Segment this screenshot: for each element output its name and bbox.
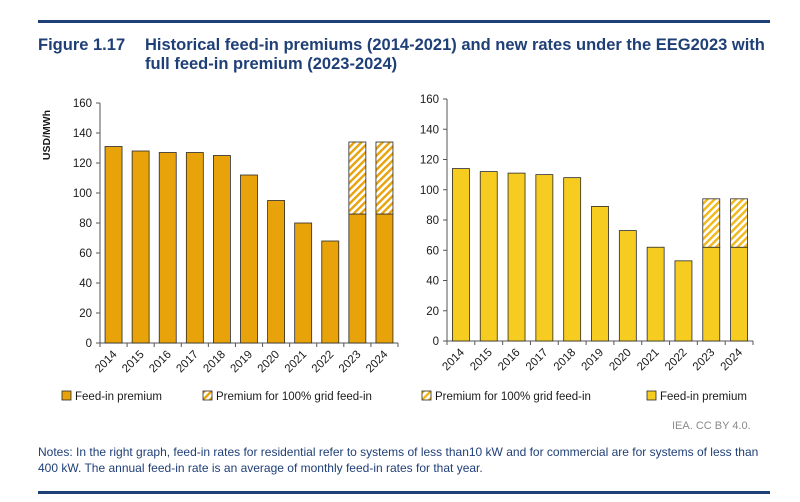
left-x-tick-label: 2022 [310,349,337,376]
figure-notes: Notes: In the right graph, feed-in rates… [38,445,759,475]
right-x-tick-label: 2023 [691,347,718,374]
right-y-tick-label: 140 [420,124,439,136]
right-y-tick-label: 160 [420,94,439,106]
left-x-tick-label: 2019 [229,349,256,376]
left-bar-feed-in-premium [267,200,285,344]
left-y-tick-label: 80 [79,218,92,230]
right-legend-swatch [421,390,432,401]
left-x-tick-label: 2021 [283,349,310,376]
right-bar-feed-in-premium [563,177,582,342]
top-rule [38,20,770,23]
right-y-tick-label: 120 [420,155,439,167]
right-x-tick-label: 2021 [635,347,662,374]
right-x-tick-label: 2020 [607,347,634,374]
left-bar-feed-in-premium [348,213,367,344]
right-bar-feed-in-premium [646,246,665,342]
right-legend-swatch [646,390,657,401]
right-y-tick-label: 0 [433,336,439,348]
right-bar-feed-in-premium [702,246,721,342]
right-bar-feed-in-premium [591,205,609,342]
left-bar-feed-in-premium [240,174,258,344]
right-bar-feed-in-premium [674,260,693,342]
left-x-tick-label: 2017 [174,349,201,376]
right-bar-feed-in-premium [452,168,470,342]
left-bar-feed-in-premium [321,240,340,344]
left-x-tick-label: 2024 [364,348,391,375]
left-bar-grid-feed-in-premium [375,141,394,215]
left-x-tick-label: 2020 [256,349,283,376]
left-bar-feed-in-premium [131,150,150,344]
left-legend-label: Premium for 100% grid feed-in [216,391,372,403]
right-x-tick-label: 2022 [663,347,690,374]
right-x-tick-label: 2018 [552,347,579,374]
left-bar-feed-in-premium [294,222,313,344]
left-bar-feed-in-premium [104,146,123,344]
right-x-tick-label: 2014 [440,346,467,373]
left-legend-swatch [202,390,213,401]
left-y-tick-label: 20 [79,308,92,320]
figure-number: Figure 1.17 [38,36,126,54]
right-bar-feed-in-premium [618,230,637,342]
right-y-tick-label: 100 [420,185,439,197]
right-bar-feed-in-premium [535,174,554,342]
left-x-tick-label: 2023 [337,349,364,376]
left-chart: 0 20 40 60 80 100 120 140 160 USD/MWh 2014 2015 2016… [41,98,399,403]
bottom-rule [38,491,770,494]
left-x-tick-label: 2018 [201,349,228,376]
figure-title-text: Historical feed-in premiums (2014-2021) … [145,36,765,73]
right-bar-feed-in-premium [479,171,498,342]
right-x-tick-label: 2019 [580,347,607,374]
left-x-tick-label: 2014 [93,348,120,375]
left-bar-grid-feed-in-premium [348,141,367,215]
left-x-tick-label: 2015 [120,349,147,376]
left-legend-label: Feed-in premium [75,391,162,403]
left-x-tick-label: 2016 [147,349,174,376]
right-bar-feed-in-premium [507,172,526,342]
left-y-tick-label: 160 [73,98,92,110]
right-bar-grid-feed-in-premium [702,198,721,248]
right-y-tick-label: 40 [426,276,439,288]
left-y-axis-label: USD/MWh [41,110,53,160]
left-y-tick-label: 0 [86,338,92,350]
left-bar-feed-in-premium [375,213,394,344]
right-legend-label: Premium for 100% grid feed-in [435,391,591,403]
left-bar-feed-in-premium [185,152,204,344]
right-bar-feed-in-premium [730,246,748,342]
left-y-tick-label: 100 [73,188,92,200]
right-legend-label: Feed-in premium [660,391,747,403]
credit-line: IEA. CC BY 4.0. [672,420,751,432]
right-x-tick-label: 2015 [468,347,495,374]
right-x-tick-label: 2016 [496,347,523,374]
left-bar-feed-in-premium [213,155,231,344]
left-y-tick-label: 60 [79,248,92,260]
right-x-tick-label: 2017 [524,347,551,374]
right-x-tick-label: 2024 [719,346,746,373]
left-y-tick-label: 140 [73,128,92,140]
right-bar-grid-feed-in-premium [730,198,748,248]
left-bar-feed-in-premium [158,152,177,344]
left-y-tick-label: 40 [79,278,92,290]
right-y-tick-label: 20 [426,306,439,318]
right-y-tick-label: 80 [426,215,439,227]
left-legend-swatch [61,390,72,401]
right-y-tick-label: 60 [426,245,439,257]
left-y-tick-label: 120 [73,158,92,170]
